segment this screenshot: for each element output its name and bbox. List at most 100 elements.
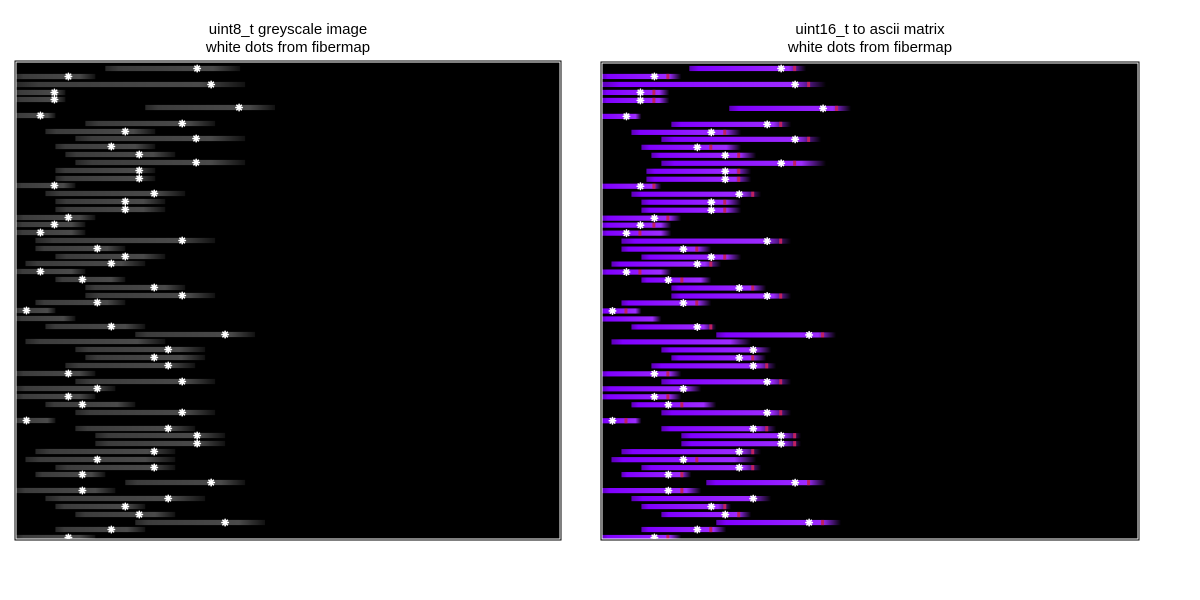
fiber-dot-11-0 [135, 150, 144, 159]
hotspot-13 [737, 168, 741, 174]
hotspot-15 [652, 183, 656, 189]
left-chart-subtitle: white dots from fibermap [205, 39, 371, 56]
hotspot-28 [751, 285, 755, 291]
fiber-strip-8 [631, 129, 742, 135]
hotspot-17 [723, 199, 727, 205]
fiber-strip-28 [671, 285, 767, 291]
fiber-dot-22-0 [178, 236, 187, 245]
fiber-strip-30 [621, 300, 712, 306]
fiber-dot-51-0 [735, 463, 744, 472]
fiber-dot-39-0 [650, 369, 659, 378]
fiber-dot-36-0 [749, 345, 758, 354]
fiber-dot-42-0 [64, 392, 73, 401]
hotspot-19 [666, 215, 670, 221]
hotspot-10 [709, 144, 713, 150]
fiber-dot-9-0 [791, 135, 800, 144]
hotspot-58 [821, 519, 825, 526]
fiber-dot-20-0 [636, 221, 645, 230]
hotspot-37 [751, 355, 755, 361]
fiber-dot-30-0 [93, 298, 102, 307]
hotspot-29 [779, 293, 783, 299]
fiber-strip-58 [135, 519, 266, 526]
fiber-strip-39 [601, 371, 682, 377]
hotspot-11 [737, 152, 741, 158]
fiber-strip-4 [601, 97, 670, 104]
fiber-strip-19 [15, 214, 96, 221]
fiber-strip-33 [45, 323, 146, 330]
fiber-strip-17 [641, 199, 742, 205]
fiber-dot-53-0 [207, 478, 216, 487]
hotspot-38 [765, 363, 769, 369]
fiber-strip-25 [611, 261, 722, 267]
fiber-strip-54 [601, 488, 702, 494]
hotspot-7 [779, 121, 783, 127]
fiber-dot-36-0 [164, 345, 173, 354]
fiber-dot-5-0 [819, 104, 828, 113]
fiber-dot-17-0 [707, 198, 716, 207]
fiber-dot-38-0 [749, 361, 758, 370]
fiber-dot-37-0 [150, 353, 159, 362]
fiber-dot-57-0 [721, 510, 730, 519]
fiber-dot-49-0 [150, 447, 159, 456]
fiber-dot-30-0 [679, 298, 688, 307]
fiber-strip-5 [145, 104, 276, 111]
hotspot-31 [624, 308, 628, 314]
fiber-strip-42 [601, 394, 682, 400]
fiber-dot-38-0 [164, 361, 173, 370]
fiber-dot-1-0 [650, 72, 659, 81]
hotspot-54 [680, 488, 684, 494]
hotspot-0 [793, 65, 797, 72]
fiber-strip-24 [641, 254, 742, 260]
fiber-strip-9 [75, 135, 246, 142]
fiber-dot-54-0 [664, 486, 673, 495]
fiber-strip-51 [55, 464, 176, 471]
fiber-strip-37 [85, 354, 206, 361]
fiber-dot-50-0 [93, 455, 102, 464]
fiber-dot-21-0 [36, 228, 45, 237]
fiber-strip-8 [45, 128, 156, 135]
fiber-dot-43-0 [664, 400, 673, 409]
fiber-strip-40 [661, 379, 792, 385]
fiber-dot-29-0 [763, 292, 772, 301]
fiber-strip-54 [15, 487, 116, 494]
hotspot-34 [821, 332, 825, 338]
fiber-dot-3-0 [50, 88, 59, 97]
fiber-dot-26-0 [622, 268, 631, 277]
fiber-strip-10 [641, 144, 742, 150]
hotspot-50 [695, 457, 699, 463]
fiber-dot-23-0 [679, 245, 688, 254]
fiber-dot-14-0 [721, 175, 730, 184]
hotspot-56 [723, 503, 727, 510]
fiber-dot-56-0 [707, 502, 716, 511]
fiber-strip-14 [55, 175, 156, 182]
fiber-strip-27 [641, 277, 712, 283]
fiber-strip-1 [15, 73, 96, 80]
fiber-strip-39 [15, 370, 96, 377]
fiber-dot-47-0 [777, 431, 786, 440]
hotspot-21 [638, 230, 642, 236]
fiber-dot-22-0 [763, 237, 772, 246]
fiber-strip-35 [611, 339, 752, 345]
hotspot-44 [779, 410, 783, 416]
hotspot-2 [807, 81, 811, 88]
fiber-strip-43 [631, 402, 717, 408]
fiber-strip-22 [621, 238, 792, 244]
fiber-dot-2-0 [791, 80, 800, 89]
fiber-dot-10-0 [693, 143, 702, 152]
fiber-strip-11 [65, 151, 176, 158]
hotspot-39 [666, 371, 670, 377]
fiber-strip-15 [15, 182, 76, 189]
fiber-strip-45 [601, 418, 642, 424]
fiber-dot-34-0 [221, 330, 230, 339]
fiber-strip-42 [15, 393, 96, 400]
fiber-strip-11 [651, 152, 757, 158]
fiber-strip-59 [641, 526, 727, 533]
fiber-dot-2-0 [207, 80, 216, 89]
fiber-strip-43 [45, 401, 136, 408]
fiber-strip-60 [601, 534, 682, 541]
fiber-strip-35 [25, 338, 166, 345]
right-heatmap-plot [600, 61, 1140, 541]
fiber-strip-26 [601, 269, 672, 275]
fiber-dot-31-0 [608, 306, 617, 315]
fiber-dot-7-0 [178, 119, 187, 128]
